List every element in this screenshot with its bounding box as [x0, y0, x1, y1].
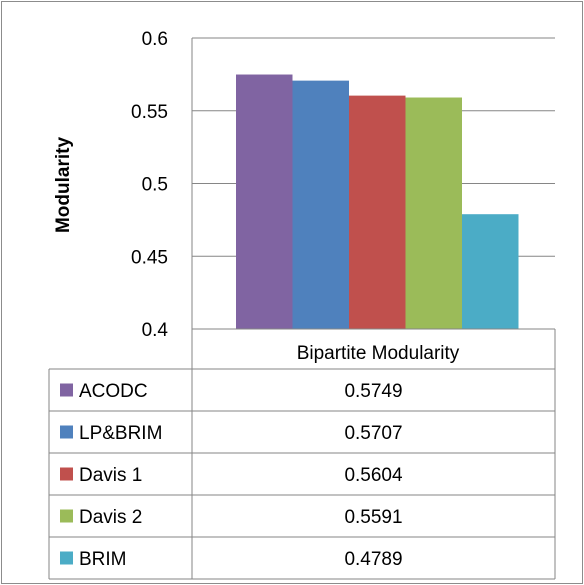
series-name: BRIM: [79, 549, 127, 570]
data-label: 0.5749: [344, 381, 402, 402]
bar-acodc: [236, 74, 293, 329]
bar-lp-brim: [292, 80, 349, 329]
legend-swatch: [60, 467, 73, 481]
category-label: Bipartite Modularity: [297, 343, 460, 364]
data-label: 0.4789: [344, 549, 402, 570]
series-name: ACODC: [79, 381, 148, 402]
y-axis-ticks: 0.4 0.45 0.5 0.55 0.6: [131, 29, 168, 341]
series-name: Davis 2: [79, 507, 142, 528]
y-tick-label: 0.55: [131, 102, 168, 123]
series-name: Davis 1: [79, 465, 142, 486]
data-label: 0.5591: [344, 507, 402, 528]
legend-swatch: [60, 383, 73, 397]
series-name: LP&BRIM: [79, 423, 162, 444]
data-label: 0.5707: [344, 423, 402, 444]
data-table: ACODC 0.5749 LP&BRIM 0.5707 Davis 1 0.5604 Dav…: [48, 328, 556, 580]
legend-swatch: [60, 425, 73, 439]
legend-swatch: [60, 551, 73, 565]
bars: [236, 74, 519, 330]
y-tick-label: 0.4: [142, 320, 169, 341]
bar-brim: [462, 214, 519, 329]
y-tick-label: 0.5: [142, 175, 168, 196]
y-axis-label: Modularity: [53, 137, 74, 233]
legend-swatch: [60, 509, 73, 523]
y-tick-label: 0.45: [131, 247, 168, 268]
bar-davis-1: [349, 95, 406, 329]
bar-davis-2: [405, 97, 462, 330]
y-tick-label: 0.6: [142, 29, 168, 50]
data-label: 0.5604: [344, 465, 403, 486]
